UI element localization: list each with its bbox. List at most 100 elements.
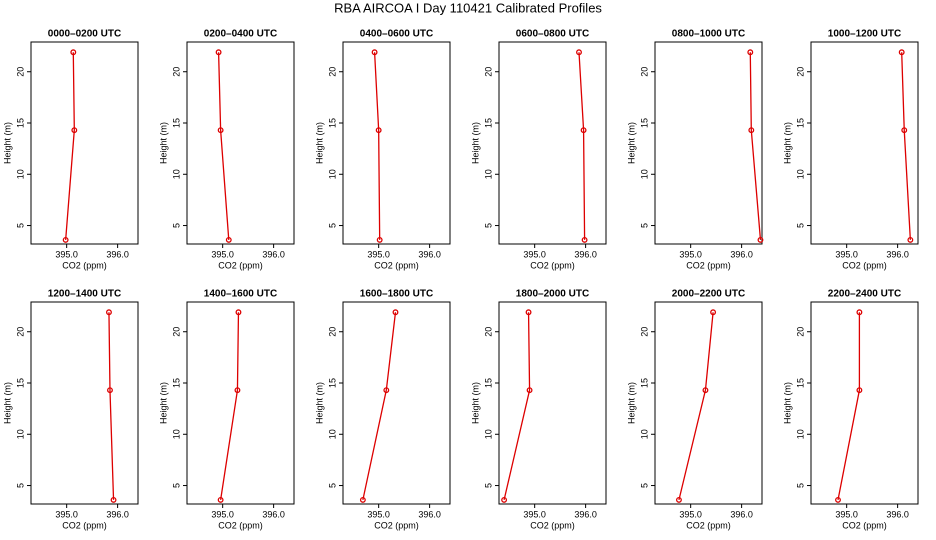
y-tick-label: 10 xyxy=(327,169,337,179)
x-axis-label: CO2 (ppm) xyxy=(218,520,263,530)
profile-point xyxy=(383,387,390,394)
x-axis-label: CO2 (ppm) xyxy=(842,520,887,530)
y-axis-label: Height (m) xyxy=(782,122,792,164)
profile-point xyxy=(234,387,241,394)
y-tick-label: 20 xyxy=(639,67,649,77)
x-tick-label: 395.0 xyxy=(523,249,546,259)
y-tick-label: 5 xyxy=(171,483,181,488)
profile-line xyxy=(578,52,586,240)
profile-point xyxy=(110,496,117,503)
y-tick-label: 20 xyxy=(795,67,805,77)
plot-frame xyxy=(498,41,607,245)
plot-frame xyxy=(498,301,607,505)
y-tick-label: 15 xyxy=(327,378,337,388)
profile-point xyxy=(525,309,532,316)
profile-line xyxy=(837,312,861,501)
x-axis-label: CO2 (ppm) xyxy=(62,520,107,530)
chart-title: RBA AIRCOA I Day 110421 Calibrated Profi… xyxy=(334,0,602,15)
x-tick-label: 396.0 xyxy=(574,249,597,259)
profile-line xyxy=(219,312,240,500)
y-axis-label: Height (m) xyxy=(470,382,480,424)
y-axis-label: Height (m) xyxy=(470,122,480,164)
profile-point xyxy=(710,309,717,316)
profile-point xyxy=(747,49,754,56)
x-tick-label: 395.0 xyxy=(211,249,234,259)
profile-line xyxy=(901,52,912,240)
profile-point xyxy=(107,387,113,394)
profile-point xyxy=(225,236,232,243)
x-axis-label: CO2 (ppm) xyxy=(686,520,731,530)
profile-point xyxy=(576,49,582,56)
y-tick-label: 10 xyxy=(171,429,181,439)
profile-point xyxy=(62,236,69,243)
y-tick-label: 10 xyxy=(483,429,493,439)
y-tick-label: 5 xyxy=(795,223,805,228)
profile-line xyxy=(373,52,381,240)
x-tick-label: 396.0 xyxy=(418,509,441,519)
x-tick-label: 396.0 xyxy=(730,249,753,259)
y-tick-label: 5 xyxy=(327,223,337,228)
y-tick-label: 15 xyxy=(795,378,805,388)
x-axis-label: CO2 (ppm) xyxy=(530,520,575,530)
plot-frame xyxy=(30,41,139,245)
profile-point xyxy=(526,387,533,394)
panel-title: 0000–0200 UTC xyxy=(48,29,121,40)
x-axis-label: CO2 (ppm) xyxy=(842,260,887,270)
panel-title: 1200–1400 UTC xyxy=(48,289,121,300)
x-tick-label: 396.0 xyxy=(574,509,597,519)
profile-point xyxy=(215,49,222,56)
profile-point xyxy=(71,127,78,134)
y-tick-label: 10 xyxy=(15,429,25,439)
x-tick-label: 396.0 xyxy=(106,509,129,519)
y-tick-label: 20 xyxy=(327,327,337,337)
x-axis-label: CO2 (ppm) xyxy=(374,260,419,270)
y-axis-label: Height (m) xyxy=(314,382,324,424)
profile-point xyxy=(835,496,841,503)
y-tick-label: 5 xyxy=(639,483,649,488)
x-axis-label: CO2 (ppm) xyxy=(218,260,263,270)
profile-point xyxy=(675,496,682,503)
x-tick-label: 395.0 xyxy=(835,249,858,259)
plot-frame xyxy=(30,301,139,505)
panel-title: 2200–2400 UTC xyxy=(828,289,901,300)
plot-frame xyxy=(810,41,919,245)
y-tick-label: 5 xyxy=(15,223,25,228)
y-tick-label: 20 xyxy=(639,327,649,337)
y-tick-label: 10 xyxy=(327,429,337,439)
x-axis-label: CO2 (ppm) xyxy=(530,260,575,270)
profile-point xyxy=(376,236,383,243)
profile-point xyxy=(217,127,224,134)
x-tick-label: 396.0 xyxy=(262,249,285,259)
y-tick-label: 15 xyxy=(15,118,25,128)
profile-point xyxy=(501,496,508,503)
profile-line xyxy=(64,52,75,240)
y-axis-label: Height (m) xyxy=(2,122,12,164)
plot-frame xyxy=(186,301,295,505)
y-tick-label: 20 xyxy=(795,327,805,337)
y-tick-label: 5 xyxy=(171,223,181,228)
y-tick-label: 5 xyxy=(483,223,493,228)
plot-frame xyxy=(654,41,763,245)
profile-point xyxy=(856,309,863,316)
y-tick-label: 15 xyxy=(639,378,649,388)
profile-point xyxy=(371,49,378,56)
y-tick-label: 10 xyxy=(795,169,805,179)
y-tick-label: 15 xyxy=(15,378,25,388)
y-tick-label: 20 xyxy=(483,67,493,77)
y-axis-label: Height (m) xyxy=(626,382,636,424)
panel-title: 0600–0800 UTC xyxy=(516,29,589,40)
y-axis-label: Height (m) xyxy=(782,382,792,424)
x-tick-label: 395.0 xyxy=(55,249,78,259)
y-tick-label: 15 xyxy=(327,118,337,128)
x-tick-label: 395.0 xyxy=(367,509,390,519)
x-axis-label: CO2 (ppm) xyxy=(686,260,731,270)
x-tick-label: 396.0 xyxy=(730,509,753,519)
x-tick-label: 396.0 xyxy=(418,249,441,259)
panel-title: 1600–1800 UTC xyxy=(360,289,433,300)
y-tick-label: 15 xyxy=(171,118,181,128)
y-tick-label: 5 xyxy=(15,483,25,488)
x-axis-label: CO2 (ppm) xyxy=(62,260,107,270)
profile-point xyxy=(217,496,224,503)
x-tick-label: 395.0 xyxy=(367,249,390,259)
